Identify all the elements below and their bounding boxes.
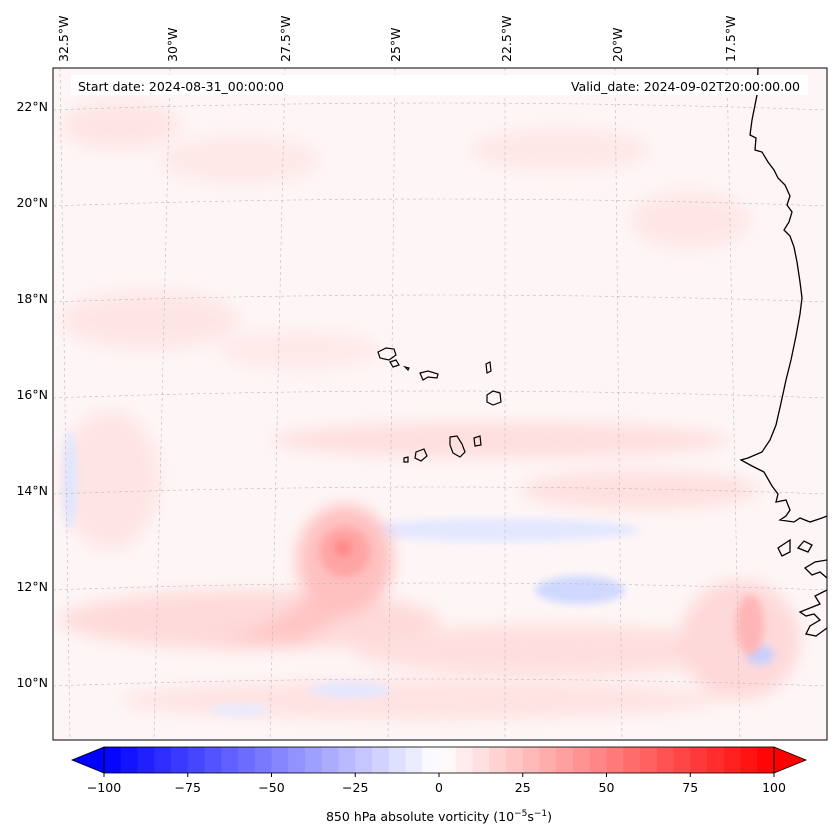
colorbar-cell: [271, 747, 289, 773]
colorbar-cell: [305, 747, 323, 773]
colorbar-label: 850 hPa absolute vorticity (10−5s−1): [326, 809, 552, 824]
african-coastline-south: [777, 538, 827, 637]
lon-label: 20°W: [610, 27, 625, 62]
african-coastline: [739, 68, 827, 523]
colorbar-cell: [673, 747, 691, 773]
date-header-box: [71, 75, 808, 95]
colorbar-extend-min: [70, 746, 105, 774]
colorbar-tick-label: 100: [762, 780, 786, 795]
island-santiago: [449, 435, 466, 458]
colorbar-cell: [171, 747, 189, 773]
colorbar-cell: [238, 747, 256, 773]
island-sal: [485, 361, 492, 374]
colorbar-cells: [104, 747, 775, 773]
colorbar-cell: [254, 747, 272, 773]
start-date-label: Start date: 2024-08-31_00:00:00: [78, 79, 284, 94]
colorbar-cell: [740, 747, 758, 773]
colorbar-tick-label: 50: [599, 780, 615, 795]
lon-label: 17.5°W: [723, 16, 738, 62]
colorbar-cell: [405, 747, 423, 773]
colorbar-cell: [539, 747, 557, 773]
lat-label: 14°N: [16, 483, 48, 498]
colorbar-tick-label: −75: [175, 780, 201, 795]
lon-label: 32.5°W: [56, 16, 71, 62]
colorbar-cell: [338, 747, 356, 773]
colorbar-tick-label: 0: [435, 780, 443, 795]
colorbar-cell: [372, 747, 390, 773]
island-boa-vista: [486, 390, 502, 406]
island-maio: [473, 435, 482, 447]
colorbar-cell: [455, 747, 473, 773]
colorbar-cell: [723, 747, 741, 773]
colorbar-cell: [489, 747, 507, 773]
colorbar-cell: [137, 747, 155, 773]
colorbar-cell: [707, 747, 725, 773]
lon-label: 22.5°W: [499, 16, 514, 62]
colorbar-cell: [522, 747, 540, 773]
colorbar-tick-label: −25: [342, 780, 368, 795]
island-fogo: [414, 448, 428, 462]
colorbar-cell: [187, 747, 205, 773]
colorbar-cell: [472, 747, 490, 773]
colorbar-extend-max: [773, 746, 808, 774]
colorbar-cell: [204, 747, 222, 773]
colorbar-cell: [104, 747, 122, 773]
vorticity-field: [60, 100, 800, 720]
colorbar-cell: [506, 747, 524, 773]
colorbar-cell: [623, 747, 641, 773]
map-frame: [52, 67, 828, 741]
lat-label: 12°N: [16, 579, 48, 594]
colorbar-cell: [606, 747, 624, 773]
colorbar-tick-label: 25: [515, 780, 531, 795]
colorbar-cell: [640, 747, 658, 773]
colorbar-cell: [422, 747, 440, 773]
colorbar-cell: [690, 747, 708, 773]
colorbar-cell: [656, 747, 674, 773]
colorbar-cell: [355, 747, 373, 773]
graticule: [53, 68, 827, 740]
island-sao-nicolau: [419, 370, 439, 381]
lat-label: 20°N: [16, 195, 48, 210]
colorbar-cell: [321, 747, 339, 773]
island-santo-antao: [377, 347, 397, 361]
colorbar-cell: [589, 747, 607, 773]
valid-date-label: Valid_date: 2024-09-02T20:00:00.00: [571, 79, 800, 94]
colorbar-cell: [439, 747, 457, 773]
latitude-labels: 22°N 20°N 18°N 16°N 14°N 12°N 10°N: [16, 99, 48, 690]
colorbar-cell: [288, 747, 306, 773]
lat-label: 18°N: [16, 291, 48, 306]
island-brava: [403, 456, 409, 463]
colorbar-cell: [388, 747, 406, 773]
island-sao-vicente: [389, 359, 400, 368]
longitude-labels: 32.5°W 30°W 27.5°W 25°W 22.5°W 20°W 17.5…: [56, 16, 738, 62]
map-panel: [53, 68, 827, 740]
colorbar-cell: [757, 747, 775, 773]
cape-verde-islands: [377, 347, 502, 463]
lat-label: 16°N: [16, 387, 48, 402]
colorbar: −100 −75 −50 −25 0 25 50 75 100 850 hPa …: [70, 746, 808, 824]
colorbar-tick-label: −50: [258, 780, 284, 795]
lat-label: 10°N: [16, 675, 48, 690]
colorbar-cell: [573, 747, 591, 773]
lat-label: 22°N: [16, 99, 48, 114]
lon-label: 27.5°W: [278, 16, 293, 62]
lon-label: 30°W: [165, 27, 180, 62]
lon-label: 25°W: [388, 27, 403, 62]
colorbar-tick-label: 75: [682, 780, 698, 795]
colorbar-tick-label: −100: [87, 780, 121, 795]
colorbar-cell: [154, 747, 172, 773]
colorbar-ticks: −100 −75 −50 −25 0 25 50 75 100: [87, 773, 786, 795]
island-santa-luzia: [403, 365, 410, 372]
colorbar-cell: [556, 747, 574, 773]
colorbar-cell: [120, 747, 138, 773]
colorbar-cell: [221, 747, 239, 773]
